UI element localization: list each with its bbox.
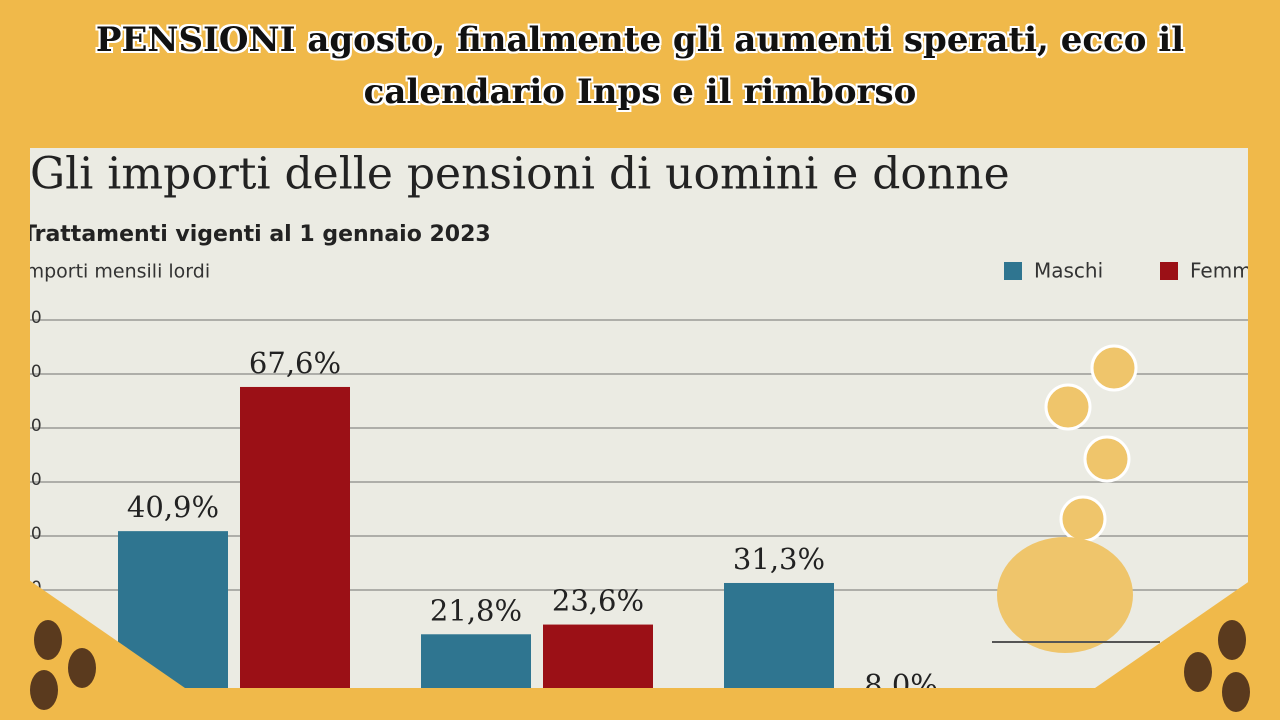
headline: PENSIONI agosto, finalmente gli aumenti … — [95, 20, 1185, 112]
y-tick-label: 80 — [20, 308, 42, 328]
value-label: 8,0% — [864, 668, 938, 702]
value-label: 40,9% — [127, 490, 219, 524]
bar — [724, 582, 834, 688]
value-label: 67,6% — [249, 346, 341, 380]
bar — [421, 634, 531, 688]
chart-title: Gli importi delle pensioni di uomini e d… — [30, 149, 1010, 200]
y-tick-label: 60 — [20, 416, 42, 436]
y-tick-label: 40 — [20, 524, 42, 544]
decoration — [0, 560, 1280, 720]
bar — [543, 624, 653, 688]
chart-image: Gli importi delle pensioni di uomini e d… — [20, 148, 1280, 702]
y-axis-label: Importi mensili lordi — [20, 261, 210, 283]
y-tick-label: 70 — [20, 362, 42, 382]
legend-swatch — [1004, 262, 1022, 280]
bar — [240, 386, 350, 688]
value-label: 23,6% — [552, 584, 644, 618]
chart-subtitle: Trattamenti vigenti al 1 gennaio 2023 — [22, 222, 491, 247]
y-tick-label: 50 — [20, 470, 42, 490]
value-label: 31,3% — [733, 542, 825, 576]
coins — [992, 344, 1160, 653]
legend-swatch — [1160, 262, 1178, 280]
legend-label: Maschi — [1034, 259, 1103, 283]
legend-label: Femmine — [1190, 259, 1280, 283]
value-label: 21,8% — [430, 593, 522, 627]
